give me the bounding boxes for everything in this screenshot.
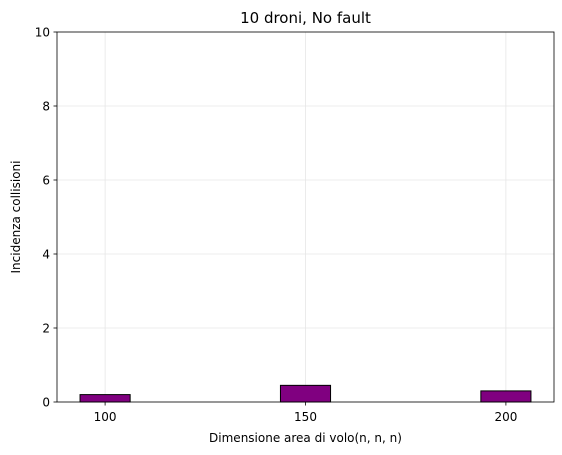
bar-150	[279, 384, 332, 403]
bar-200	[480, 390, 532, 403]
chart-title: 10 droni, No fault	[240, 9, 371, 27]
y-tick-label: 6	[42, 174, 50, 188]
y-axis-ticks: 0 2 4 6 8 10	[35, 26, 57, 410]
y-tick-label: 2	[42, 322, 50, 336]
y-tick-label: 10	[35, 26, 50, 40]
y-tick-label: 0	[42, 396, 50, 410]
x-axis-label: Dimensione area di volo(n, n, n)	[209, 431, 402, 445]
x-tick-label: 150	[294, 410, 317, 424]
bars	[79, 384, 532, 403]
grid	[57, 31, 554, 403]
x-axis-ticks: 100 150 200	[94, 402, 517, 424]
y-tick-label: 4	[42, 248, 50, 262]
x-tick-label: 200	[494, 410, 517, 424]
x-tick-label: 100	[94, 410, 117, 424]
y-tick-label: 8	[42, 100, 50, 114]
y-axis-label: Incidenza collisioni	[9, 161, 23, 274]
bar-100	[79, 394, 131, 403]
